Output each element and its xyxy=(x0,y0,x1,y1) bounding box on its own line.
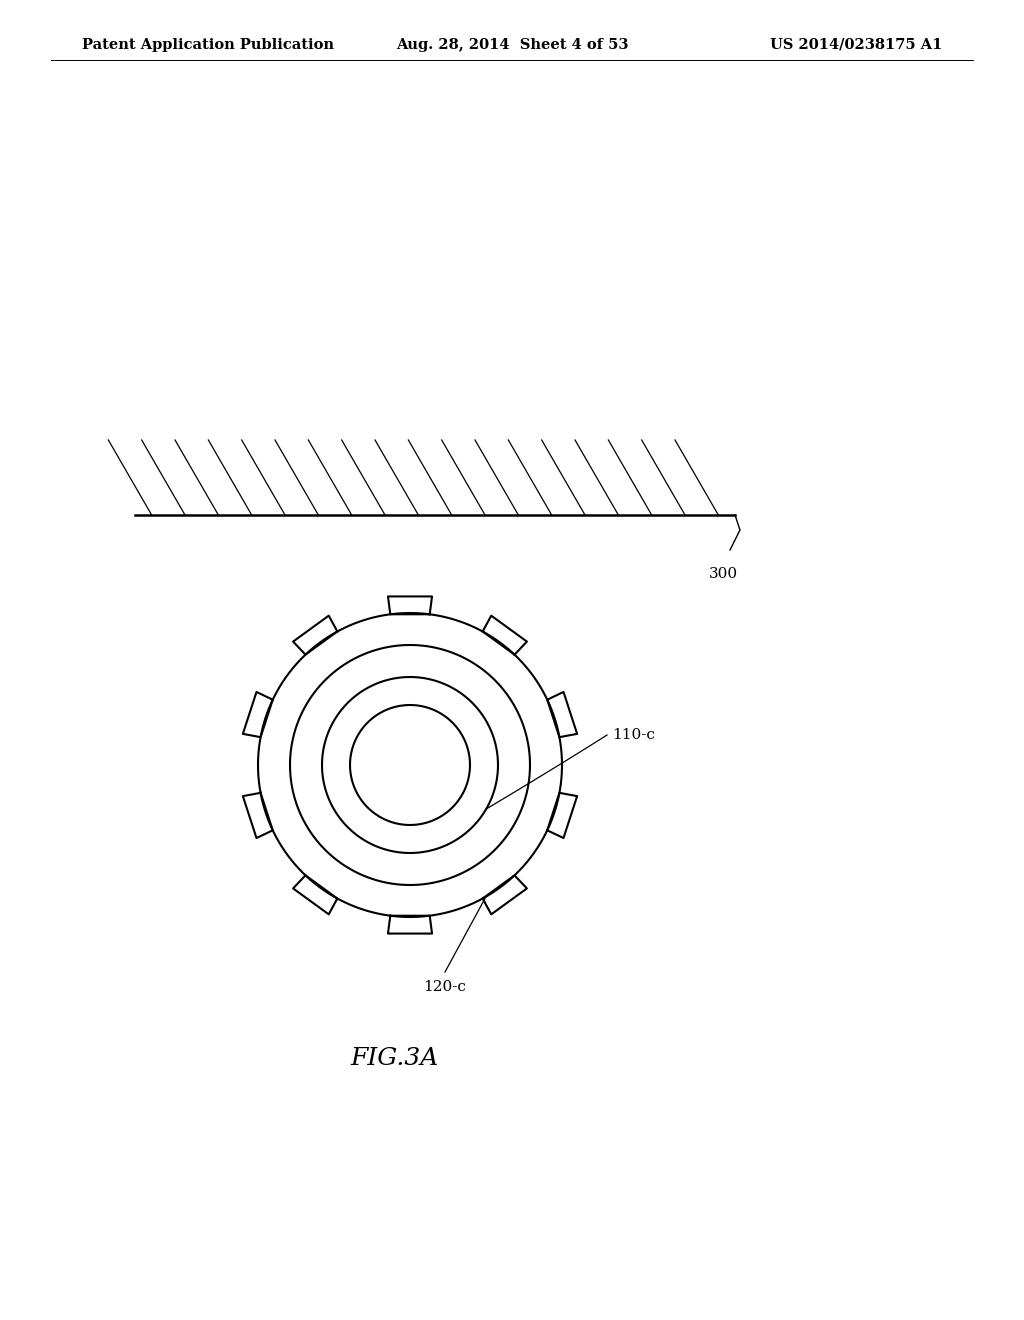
Text: 110-c: 110-c xyxy=(612,729,655,742)
Text: FIG.3A: FIG.3A xyxy=(351,1047,439,1071)
Text: Aug. 28, 2014  Sheet 4 of 53: Aug. 28, 2014 Sheet 4 of 53 xyxy=(395,38,629,51)
Text: 300: 300 xyxy=(709,568,737,581)
Text: 120-c: 120-c xyxy=(424,979,467,994)
Text: Patent Application Publication: Patent Application Publication xyxy=(82,38,334,51)
Text: US 2014/0238175 A1: US 2014/0238175 A1 xyxy=(770,38,942,51)
